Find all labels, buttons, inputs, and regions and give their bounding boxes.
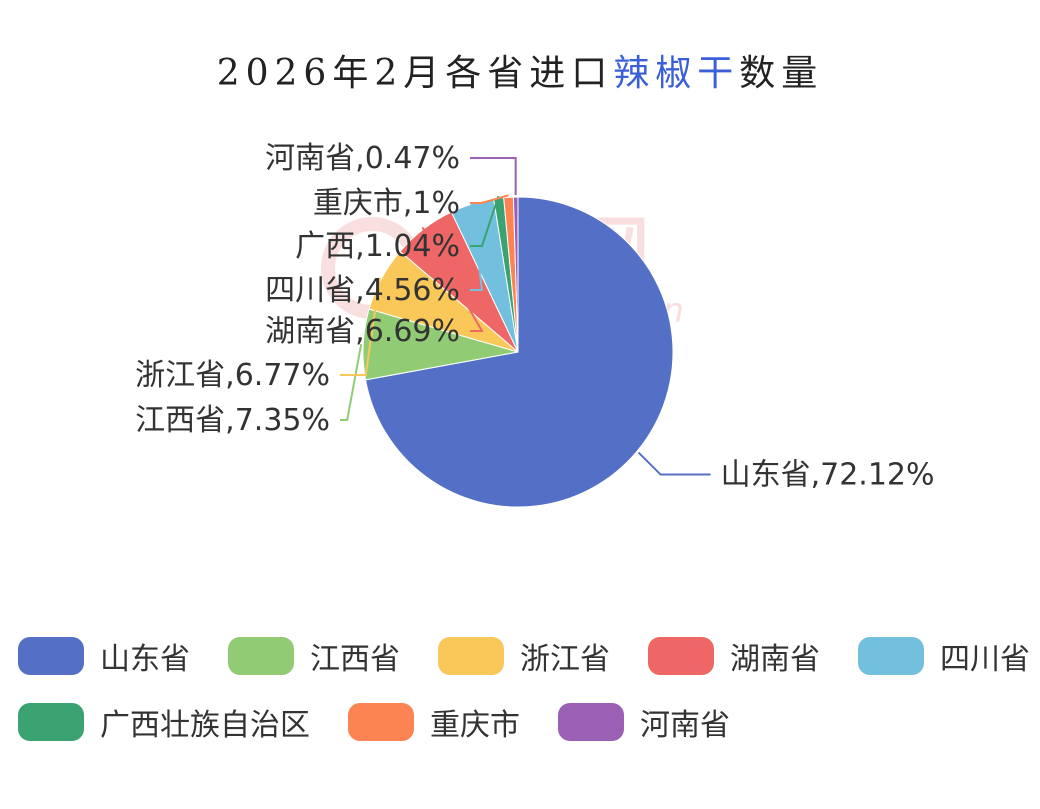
legend-swatch — [858, 637, 924, 675]
legend-item[interactable]: 山东省 — [18, 634, 190, 678]
chart-title: 2026年2月各省进口辣椒干数量 — [0, 44, 1040, 96]
pie-leader-line-2 — [340, 343, 363, 421]
pie-leader-line-6 — [470, 195, 500, 247]
legend-swatch — [18, 703, 84, 741]
legend: 山东省 江西省 浙江省 湖南省 四川省 广西壮族自治区 重庆市 河南省 — [18, 630, 1030, 762]
pie-label-1: 山东省,72.12% — [721, 458, 935, 493]
title-highlight: 辣椒干 — [613, 53, 740, 94]
pie-label-6: 广西,1.04% — [295, 229, 460, 264]
pie-leader-line-5 — [470, 201, 484, 291]
pie-leader-line-1 — [637, 451, 711, 476]
legend-item[interactable]: 四川省 — [858, 634, 1030, 678]
pie-slice-8 — [512, 196, 519, 353]
legend-label: 广西壮族自治区 — [100, 708, 310, 743]
legend-swatch — [558, 703, 624, 741]
pie-leader-line-8 — [470, 157, 517, 196]
legend-label: 河南省 — [640, 708, 730, 743]
legend-swatch — [438, 637, 504, 675]
legend-item[interactable]: 浙江省 — [438, 634, 610, 678]
legend-item[interactable]: 湖南省 — [648, 634, 820, 678]
legend-swatch — [18, 637, 84, 675]
pie-leader-line-7 — [470, 194, 509, 204]
pie-label-7: 重庆市,1% — [313, 186, 460, 221]
legend-label: 重庆市 — [430, 708, 520, 743]
pie-leader-lines — [340, 157, 711, 476]
legend-label: 浙江省 — [520, 642, 610, 677]
pie-label-4: 湖南省,6.69% — [265, 314, 460, 349]
legend-swatch — [648, 637, 714, 675]
legend-item[interactable]: 重庆市 — [348, 700, 520, 744]
pie-leader-line-4 — [421, 226, 484, 332]
pie-leader-line-3 — [340, 277, 381, 376]
title-suffix: 数量 — [739, 53, 824, 94]
pie-label-2: 江西省,7.35% — [135, 403, 330, 438]
legend-swatch — [348, 703, 414, 741]
pie-label-5: 四川省,4.56% — [265, 273, 460, 308]
legend-item[interactable]: 广西壮族自治区 — [18, 700, 310, 744]
legend-label: 四川省 — [940, 642, 1030, 677]
legend-row: 广西壮族自治区 重庆市 河南省 — [18, 696, 1028, 748]
pie-label-3: 浙江省,6.77% — [135, 358, 330, 393]
pie-labels: 山东省,72.12% 江西省,7.35% 浙江省,6.77% 湖南省,6.69% 四川省… — [135, 141, 934, 493]
title-prefix: 2026年2月各省进口 — [216, 53, 614, 94]
legend-item[interactable]: 河南省 — [558, 700, 730, 744]
pie-chart: 中椒网 www.e658.cn 山东省,72.12%江西省,7.35%浙江省,6… — [135, 141, 935, 508]
legend-item[interactable]: 江西省 — [228, 634, 400, 678]
pie-label-8: 河南省,0.47% — [265, 141, 460, 176]
legend-label: 山东省 — [100, 642, 190, 677]
pie-slice-1 — [364, 196, 674, 508]
legend-row: 山东省 江西省 浙江省 湖南省 四川省 — [18, 630, 1030, 682]
legend-label: 江西省 — [310, 642, 400, 677]
legend-label: 湖南省 — [730, 642, 820, 677]
legend-swatch — [228, 637, 294, 675]
